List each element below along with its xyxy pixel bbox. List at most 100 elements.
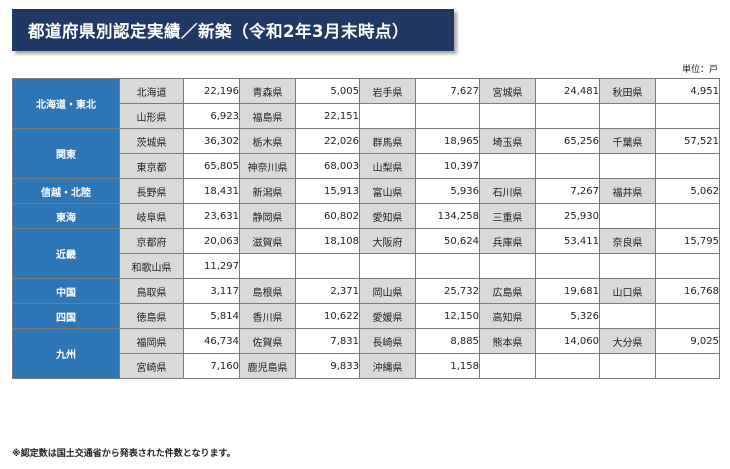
- certification-count: 6,923: [183, 103, 240, 129]
- prefecture-name: 東京都: [119, 153, 184, 179]
- certification-count: 53,411: [535, 228, 600, 254]
- certification-count: 57,521: [655, 128, 720, 154]
- table-row: 九州 福岡県 46,734 佐賀県 7,831 長崎県 8,885 熊本県 14,060 大分県 9…: [12, 328, 720, 379]
- certification-count: 16,768: [655, 278, 720, 304]
- empty-cell: [655, 103, 720, 129]
- prefecture-name: 石川県: [479, 178, 536, 204]
- prefecture-name: 群馬県: [359, 128, 416, 154]
- certification-count: 7,267: [535, 178, 600, 204]
- table-row: 宮崎県 7,160 鹿児島県 9,833 沖縄県 1,158: [13, 353, 720, 379]
- empty-cell: [479, 103, 536, 129]
- certification-count: 8,885: [415, 328, 480, 354]
- table-row: 近畿 京都府 20,063 滋賀県 18,108 大阪府 50,624 兵庫県 53,411 奈良…: [12, 228, 720, 279]
- prefecture-name: 高知県: [479, 303, 536, 329]
- region-label: 関東: [12, 128, 120, 179]
- prefecture-name: 栃木県: [239, 128, 296, 154]
- certification-count: 3,117: [183, 278, 240, 304]
- empty-cell: [655, 303, 720, 329]
- prefecture-name: 山口県: [599, 278, 656, 304]
- prefecture-name: 広島県: [479, 278, 536, 304]
- prefecture-name: 三重県: [479, 203, 536, 229]
- certification-count: 5,062: [655, 178, 720, 204]
- prefecture-name: 愛媛県: [359, 303, 416, 329]
- empty-cell: [599, 203, 656, 229]
- empty-cell: [599, 303, 656, 329]
- empty-cell: [359, 253, 416, 279]
- prefecture-name: 青森県: [239, 78, 296, 104]
- certification-count: 9,025: [655, 328, 720, 354]
- certification-count: 11,297: [183, 253, 240, 279]
- empty-cell: [535, 353, 600, 379]
- prefecture-name: 佐賀県: [239, 328, 296, 354]
- prefecture-name: 大分県: [599, 328, 656, 354]
- certification-count: 5,326: [535, 303, 600, 329]
- unit-label: 単位：戸: [681, 65, 718, 75]
- certification-count: 10,622: [295, 303, 360, 329]
- certification-count: 65,256: [535, 128, 600, 154]
- certification-count: 18,108: [295, 228, 360, 254]
- prefecture-name: 京都府: [119, 228, 184, 254]
- region-label: 四国: [12, 303, 120, 329]
- empty-cell: [655, 203, 720, 229]
- certification-count: 18,431: [183, 178, 240, 204]
- empty-cell: [535, 153, 600, 179]
- empty-cell: [295, 253, 360, 279]
- region-label: 九州: [12, 328, 120, 379]
- table-row: 和歌山県 11,297: [13, 253, 720, 279]
- prefecture-name: 新潟県: [239, 178, 296, 204]
- empty-cell: [599, 103, 656, 129]
- empty-cell: [655, 153, 720, 179]
- certification-table: 北海道・東北 北海道 22,196 青森県 5,005 岩手県 7,627 宮城県 24,481…: [12, 78, 720, 379]
- empty-cell: [415, 103, 480, 129]
- prefecture-name: 徳島県: [119, 303, 184, 329]
- prefecture-name: 福島県: [239, 103, 296, 129]
- prefecture-name: 宮城県: [479, 78, 536, 104]
- certification-count: 20,063: [183, 228, 240, 254]
- certification-count: 7,160: [183, 353, 240, 379]
- empty-cell: [599, 353, 656, 379]
- table-row: 東京都 65,805 神奈川県 68,003 山梨県 10,397: [13, 153, 720, 179]
- prefecture-name: 静岡県: [239, 203, 296, 229]
- prefecture-name: 沖縄県: [359, 353, 416, 379]
- certification-count: 22,026: [295, 128, 360, 154]
- prefecture-name: 富山県: [359, 178, 416, 204]
- prefecture-name: 茨城県: [119, 128, 184, 154]
- prefecture-name: 兵庫県: [479, 228, 536, 254]
- prefecture-name: 奈良県: [599, 228, 656, 254]
- region-label: 近畿: [12, 228, 120, 279]
- prefecture-name: 山形県: [119, 103, 184, 129]
- certification-count: 60,802: [295, 203, 360, 229]
- prefecture-name: 和歌山県: [119, 253, 184, 279]
- certification-count: 4,951: [655, 78, 720, 104]
- certification-count: 19,681: [535, 278, 600, 304]
- region-label: 中国: [12, 278, 120, 304]
- empty-cell: [599, 153, 656, 179]
- empty-cell: [479, 353, 536, 379]
- empty-cell: [655, 353, 720, 379]
- certification-count: 15,795: [655, 228, 720, 254]
- empty-cell: [535, 253, 600, 279]
- certification-count: 22,151: [295, 103, 360, 129]
- prefecture-name: 愛知県: [359, 203, 416, 229]
- certification-count: 23,631: [183, 203, 240, 229]
- empty-cell: [655, 253, 720, 279]
- prefecture-name: 岩手県: [359, 78, 416, 104]
- certification-count: 7,627: [415, 78, 480, 104]
- footnote: ※認定数は国土交通省から発表された件数となります。: [12, 449, 236, 459]
- empty-cell: [535, 103, 600, 129]
- table-row: 関東 茨城県 36,302 栃木県 22,026 群馬県 18,965 埼玉県 65,256 千葉…: [12, 128, 720, 179]
- certification-count: 5,936: [415, 178, 480, 204]
- certification-count: 68,003: [295, 153, 360, 179]
- certification-count: 1,158: [415, 353, 480, 379]
- prefecture-name: 長野県: [119, 178, 184, 204]
- prefecture-name: 鳥取県: [119, 278, 184, 304]
- prefecture-name: 長崎県: [359, 328, 416, 354]
- prefecture-name: 島根県: [239, 278, 296, 304]
- prefecture-name: 北海道: [119, 78, 184, 104]
- region-label: 信越・北陸: [12, 178, 120, 204]
- empty-cell: [479, 253, 536, 279]
- page-title: 都道府県別認定実績／新築（令和2年3月末時点）: [12, 9, 454, 51]
- certification-count: 7,831: [295, 328, 360, 354]
- prefecture-name: 埼玉県: [479, 128, 536, 154]
- certification-count: 65,805: [183, 153, 240, 179]
